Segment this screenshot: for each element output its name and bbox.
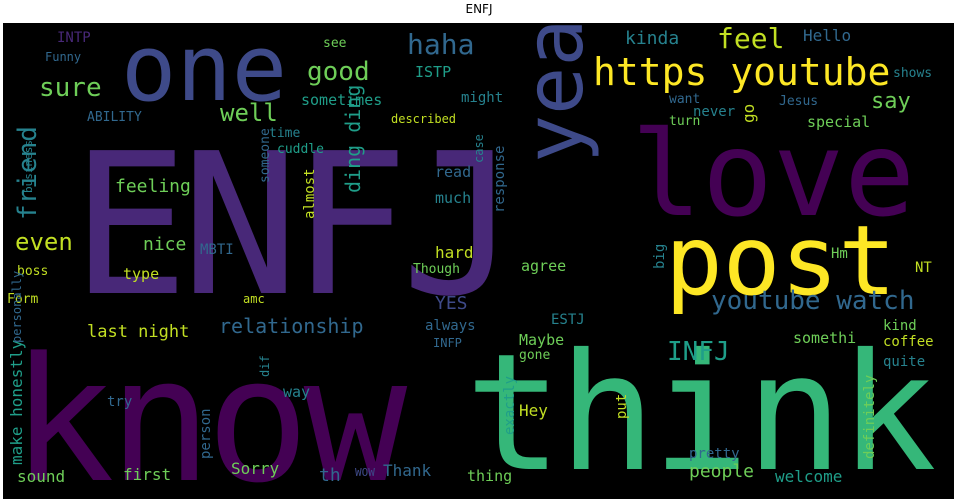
word: time [269, 126, 301, 141]
word: almost [302, 168, 318, 219]
word: Funny [45, 50, 82, 64]
word: person [198, 408, 214, 459]
word: gone [519, 348, 551, 363]
word: ENFJ [71, 112, 519, 340]
word: INFP [433, 336, 462, 350]
word: feel [717, 23, 785, 55]
word: make honestly [7, 339, 26, 465]
word: INTP [57, 30, 91, 46]
word: one [121, 23, 288, 122]
word: say [871, 89, 911, 114]
word: exactly [502, 375, 518, 435]
word: nice [143, 234, 187, 255]
word: case [472, 134, 486, 163]
word: Sorry [231, 459, 280, 478]
word: Form [7, 292, 39, 307]
word: Hey [519, 401, 548, 420]
word: shows [893, 66, 933, 81]
word: first [123, 465, 172, 484]
word: response [492, 145, 508, 213]
word: ISTP [415, 63, 452, 81]
word: NT [915, 260, 932, 276]
word: sure [39, 73, 102, 103]
word: last night [87, 322, 190, 342]
word: never [693, 104, 736, 120]
word: WOW [355, 466, 375, 479]
word: turn [669, 114, 701, 129]
word: somethi [793, 329, 857, 347]
word: personally [10, 270, 24, 343]
word: yeah [508, 23, 601, 163]
word: someone [258, 128, 273, 183]
word: Maybe [519, 331, 565, 349]
word: dif [258, 355, 272, 377]
word: th [319, 465, 341, 486]
word: big [652, 243, 668, 269]
word: YES [435, 293, 468, 314]
word: ABILITY [87, 110, 142, 125]
word: thing [467, 467, 513, 485]
word: Jesus [779, 94, 819, 109]
word: quite [883, 354, 926, 370]
word: hard [435, 243, 474, 262]
word: Hello [803, 26, 852, 45]
word: pretty [689, 446, 740, 462]
word: Though [413, 262, 460, 277]
word: Hm [831, 246, 848, 262]
word: want [669, 92, 701, 107]
word: cuddle [277, 142, 324, 157]
word: INFJ [667, 337, 730, 367]
word: always [425, 318, 476, 334]
word: go [739, 103, 758, 123]
word: people [689, 461, 755, 482]
word: good [307, 57, 370, 87]
word: Thank [383, 461, 432, 480]
word: read [435, 163, 472, 181]
word: feeling [115, 176, 191, 197]
word: way [283, 383, 311, 401]
word: sometimes [301, 91, 383, 109]
word: sound [17, 467, 66, 486]
word: put [614, 393, 630, 419]
word: https youtube [593, 50, 891, 94]
word: think [465, 320, 937, 499]
word: haha [407, 28, 475, 61]
word: MBTI [200, 242, 234, 258]
word: type [123, 265, 160, 283]
chart-title: ENFJ [465, 2, 493, 16]
word: kinda [625, 28, 680, 49]
word: boss [17, 264, 49, 279]
word: even [15, 228, 73, 256]
word: love [631, 105, 916, 243]
word: amc [243, 292, 265, 306]
word: definitely [862, 374, 878, 459]
word: much [435, 189, 472, 207]
word: agree [521, 257, 567, 275]
word-cloud: ENFJ know think love post one yeah https… [3, 23, 954, 499]
word: try [107, 394, 133, 410]
word: well [220, 99, 278, 127]
word: post [665, 205, 897, 317]
word: business [22, 140, 35, 193]
word: might [461, 90, 504, 106]
word: described [391, 112, 457, 126]
word: see [323, 36, 347, 51]
word: youtube watch [711, 286, 915, 316]
word: welcome [775, 467, 843, 486]
word: coffee [883, 334, 934, 350]
word: ESTJ [551, 312, 585, 328]
word: know [11, 320, 407, 500]
word: special [807, 113, 871, 131]
word: relationship [219, 314, 364, 338]
word: kind [883, 318, 917, 334]
